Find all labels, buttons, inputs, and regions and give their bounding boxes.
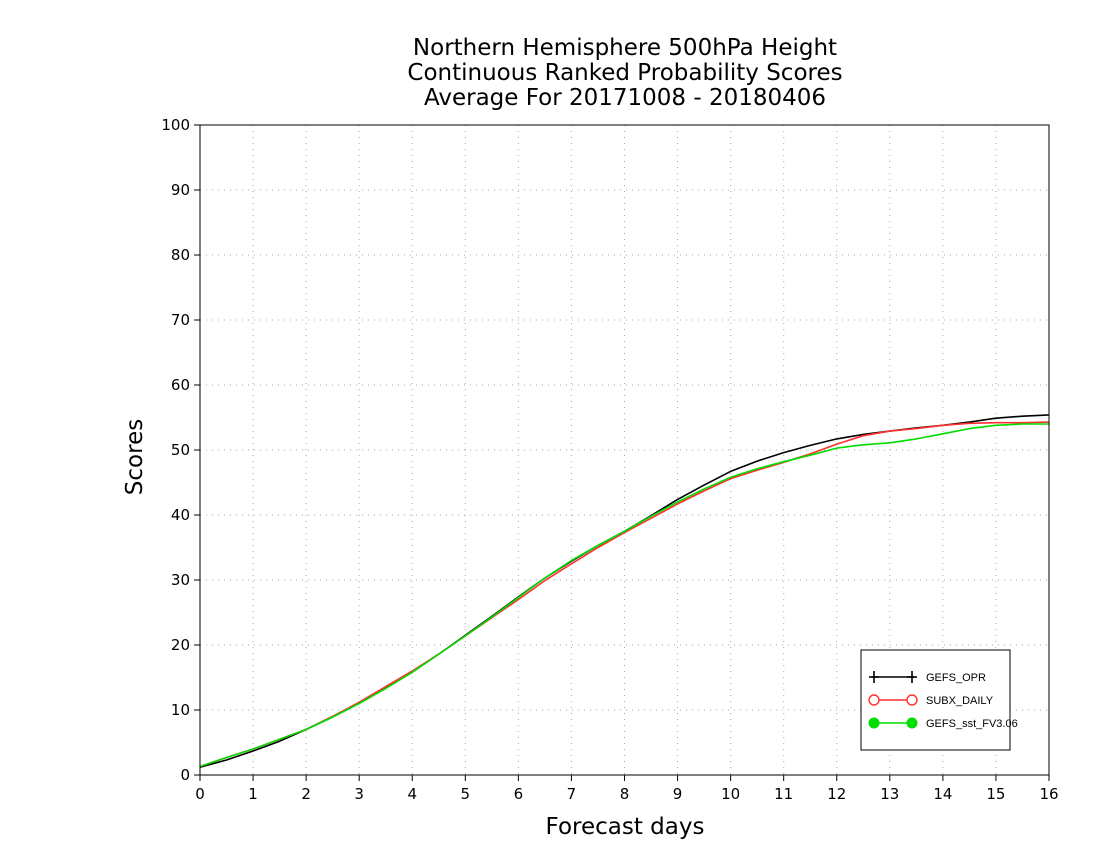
legend-marker-circle	[906, 694, 918, 706]
chart-title-line-3: Average For 20171008 - 20180406	[423, 85, 827, 111]
x-tick-label: 10	[721, 785, 740, 803]
y-tick-label: 0	[180, 766, 190, 784]
y-tick-label: 10	[171, 701, 190, 719]
x-tick-label: 0	[195, 785, 205, 803]
x-axis-label: Forecast days	[546, 814, 705, 840]
legend: GEFS_OPR SUBX_DAILY GEFS_sst_FV3.06	[860, 649, 1018, 751]
axis-ticks: 0 1 2 3 4 5 6 7 8 9 10 11 12 13 14 15 160102030405060708…	[161, 116, 1058, 803]
y-tick-label: 20	[171, 636, 190, 654]
y-tick-label: 70	[171, 311, 190, 329]
x-tick-label: 11	[774, 785, 793, 803]
y-axis-label: Scores	[122, 419, 148, 495]
x-tick-label: 14	[933, 785, 952, 803]
series-lines	[199, 414, 1050, 768]
x-tick-label: 15	[986, 785, 1005, 803]
y-tick-label: 90	[171, 181, 190, 199]
series-line-gefs-sst-fv3-06	[199, 423, 1049, 768]
x-tick-label: 1	[248, 785, 258, 803]
chart-title-line-2: Continuous Ranked Probability Scores	[407, 60, 843, 86]
x-tick-label: 7	[567, 785, 577, 803]
legend-label-gefs-sst-fv3-06: GEFS_sst_FV3.06	[926, 718, 1018, 730]
x-tick-label: 2	[301, 785, 311, 803]
chart-title: Northern Hemisphere 500hPa Height Contin…	[200, 36, 1050, 111]
x-tick-label: 8	[620, 785, 630, 803]
y-tick-label: 40	[171, 506, 190, 524]
chart-title-line-1: Northern Hemisphere 500hPa Height	[412, 35, 838, 61]
x-tick-label: 3	[354, 785, 364, 803]
x-tick-label: 16	[1039, 785, 1058, 803]
y-tick-label: 60	[171, 376, 190, 394]
y-tick-label: 100	[161, 116, 190, 134]
x-tick-label: 5	[461, 785, 471, 803]
x-tick-label: 13	[880, 785, 899, 803]
y-tick-label: 50	[171, 441, 190, 459]
plot-frame	[199, 124, 1050, 776]
x-tick-label: 4	[407, 785, 417, 803]
y-tick-label: 80	[171, 246, 190, 264]
x-tick-label: 9	[673, 785, 683, 803]
y-tick-label: 30	[171, 571, 190, 589]
legend-marker-dot	[868, 717, 880, 729]
legend-label-subx-daily: SUBX_DAILY	[926, 695, 994, 707]
legend-marker-dot	[906, 717, 918, 729]
x-tick-label: 6	[514, 785, 524, 803]
grid-lines	[200, 125, 1049, 775]
x-tick-label: 12	[827, 785, 846, 803]
legend-label-gefs-opr: GEFS_OPR	[926, 672, 986, 684]
legend-marker-circle	[868, 694, 880, 706]
